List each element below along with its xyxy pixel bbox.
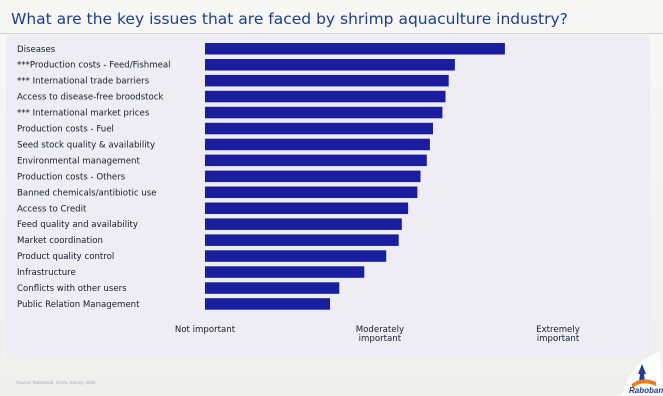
bar	[205, 74, 449, 87]
logo-text: Rabobank	[629, 386, 663, 395]
category-label: Access to Credit	[17, 204, 87, 214]
bar	[205, 234, 399, 246]
category-label: *** International market prices	[17, 109, 150, 119]
category-label: Banned chemicals/antibiotic use	[17, 188, 157, 198]
bar	[205, 266, 365, 278]
rabobank-logo-icon	[620, 352, 663, 396]
bar	[205, 154, 427, 167]
category-label: Market coordination	[17, 236, 103, 246]
bar	[205, 106, 443, 119]
category-label: Infrastructure	[17, 268, 76, 278]
bar	[205, 43, 505, 55]
category-label: Feed quality and availability	[17, 220, 138, 230]
category-label: Public Relation Management	[17, 300, 140, 310]
title-divider	[0, 33, 663, 34]
x-tick-label: important	[537, 334, 580, 344]
category-label: Seed stock quality & availability	[17, 140, 155, 150]
bar	[205, 282, 340, 294]
category-label: Conflicts with other users	[17, 284, 127, 294]
x-tick-label: important	[359, 334, 402, 344]
bar	[205, 138, 430, 151]
x-tick-label: Not important	[175, 325, 236, 335]
bar	[205, 202, 409, 214]
x-tick-label: Extremely	[536, 325, 580, 335]
x-tick-label: Moderately	[356, 325, 404, 335]
category-label: Environmental management	[17, 156, 140, 166]
bars-group	[205, 43, 505, 310]
category-label: Diseases	[17, 45, 56, 55]
category-label: Access to disease-free broodstock	[17, 93, 164, 103]
bar	[205, 298, 330, 310]
bar	[205, 250, 387, 262]
category-label: Production costs - Fuel	[17, 125, 114, 135]
category-label: *** International trade barriers	[17, 77, 150, 87]
category-label: Production costs - Others	[17, 172, 126, 182]
category-label: ***Production costs - Feed/Fishmeal	[17, 61, 171, 71]
bar	[205, 90, 446, 103]
x-tick-labels-group: Not important ModeratelyimportantExtremel…	[175, 325, 580, 344]
category-label: Product quality control	[17, 252, 114, 262]
page-title: What are the key issues that are faced b…	[11, 10, 568, 28]
bar	[205, 218, 402, 230]
bar	[205, 59, 455, 71]
bar	[205, 186, 418, 198]
bar	[205, 170, 421, 183]
category-labels-group: Diseases ***Production costs - Feed/Fishm…	[17, 45, 171, 310]
bar	[205, 122, 433, 135]
source-footnote: Source: Rabobank, GOAL Survey, 2005	[16, 380, 96, 385]
